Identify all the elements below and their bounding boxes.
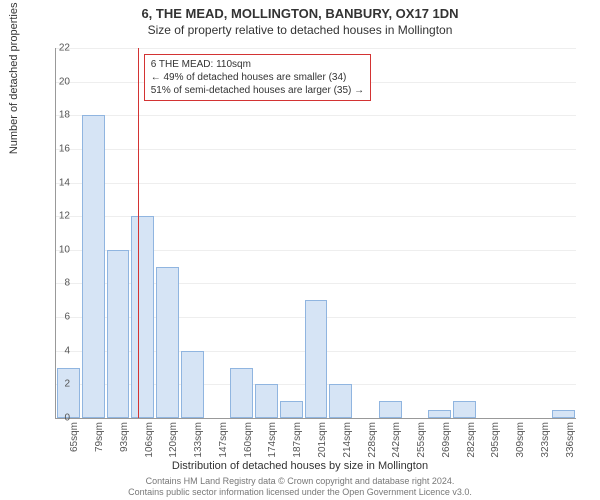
x-tick-label: 336sqm [565, 422, 576, 462]
page-title-main: 6, THE MEAD, MOLLINGTON, BANBURY, OX17 1… [0, 0, 600, 21]
footer-attribution: Contains HM Land Registry data © Crown c… [0, 476, 600, 498]
y-tick-label: 0 [48, 413, 70, 424]
footer-line1: Contains HM Land Registry data © Crown c… [0, 476, 600, 487]
histogram-bar [255, 384, 278, 418]
x-tick-label: 106sqm [144, 422, 155, 462]
x-tick-label: 147sqm [218, 422, 229, 462]
histogram-bar [329, 384, 352, 418]
x-tick-label: 295sqm [490, 422, 501, 462]
x-tick-label: 214sqm [342, 422, 353, 462]
x-tick-label: 201sqm [317, 422, 328, 462]
callout-line: ← 49% of detached houses are smaller (34… [151, 71, 364, 84]
histogram-bar [181, 351, 204, 418]
histogram-bar [57, 368, 80, 418]
x-tick-label: 228sqm [367, 422, 378, 462]
reference-marker-line [138, 48, 139, 418]
reference-callout: 6 THE MEAD: 110sqm← 49% of detached hous… [144, 54, 371, 101]
y-tick-label: 10 [48, 244, 70, 255]
y-axis-title: Number of detached properties [8, 3, 20, 155]
x-tick-label: 323sqm [540, 422, 551, 462]
gridline [56, 183, 576, 184]
x-tick-label: 93sqm [119, 422, 130, 462]
y-tick-label: 4 [48, 345, 70, 356]
histogram-bar [156, 267, 179, 418]
callout-line: 6 THE MEAD: 110sqm [151, 58, 364, 71]
x-tick-label: 79sqm [94, 422, 105, 462]
histogram-bar [131, 216, 154, 418]
y-tick-label: 12 [48, 211, 70, 222]
x-tick-label: 255sqm [416, 422, 427, 462]
page-title-sub: Size of property relative to detached ho… [0, 21, 600, 37]
x-tick-label: 309sqm [515, 422, 526, 462]
y-tick-label: 22 [48, 43, 70, 54]
histogram-bar [280, 401, 303, 418]
histogram-bar [305, 300, 328, 418]
histogram-bar [230, 368, 253, 418]
x-tick-label: 65sqm [69, 422, 80, 462]
footer-line2: Contains public sector information licen… [0, 487, 600, 498]
chart-plot-area: 6 THE MEAD: 110sqm← 49% of detached hous… [55, 48, 576, 419]
x-tick-label: 174sqm [267, 422, 278, 462]
y-tick-label: 18 [48, 110, 70, 121]
histogram-bar [107, 250, 130, 418]
y-tick-label: 6 [48, 312, 70, 323]
y-tick-label: 16 [48, 143, 70, 154]
x-tick-label: 133sqm [193, 422, 204, 462]
y-tick-label: 8 [48, 278, 70, 289]
x-tick-label: 282sqm [466, 422, 477, 462]
x-tick-label: 120sqm [168, 422, 179, 462]
x-tick-label: 187sqm [292, 422, 303, 462]
callout-line: 51% of semi-detached houses are larger (… [151, 84, 364, 97]
x-tick-label: 269sqm [441, 422, 452, 462]
y-tick-label: 14 [48, 177, 70, 188]
x-tick-label: 160sqm [243, 422, 254, 462]
x-tick-label: 242sqm [391, 422, 402, 462]
gridline [56, 115, 576, 116]
y-tick-label: 20 [48, 76, 70, 87]
histogram-bar [428, 410, 451, 418]
histogram-bar [379, 401, 402, 418]
histogram-bar [552, 410, 575, 418]
gridline [56, 48, 576, 49]
histogram-bar [82, 115, 105, 418]
histogram-bar [453, 401, 476, 418]
y-tick-label: 2 [48, 379, 70, 390]
gridline [56, 149, 576, 150]
